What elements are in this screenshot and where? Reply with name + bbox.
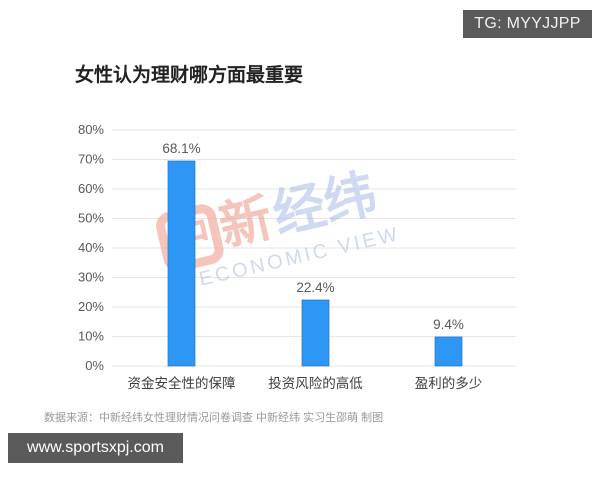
svg-text:20%: 20% — [78, 299, 104, 314]
svg-text:0%: 0% — [85, 358, 104, 373]
svg-text:盈利的多少: 盈利的多少 — [415, 375, 483, 391]
svg-text:50%: 50% — [78, 211, 104, 226]
svg-text:22.4%: 22.4% — [296, 280, 334, 295]
svg-text:68.1%: 68.1% — [162, 141, 200, 156]
svg-text:资金安全性的保障: 资金安全性的保障 — [128, 375, 236, 391]
svg-text:10%: 10% — [78, 329, 104, 344]
svg-text:新: 新 — [214, 189, 278, 257]
svg-text:60%: 60% — [78, 181, 104, 196]
svg-text:80%: 80% — [78, 122, 104, 137]
svg-text:投资风险的高低: 投资风险的高低 — [268, 375, 363, 391]
svg-text:40%: 40% — [78, 240, 104, 255]
svg-text:9.4%: 9.4% — [433, 317, 464, 332]
svg-text:70%: 70% — [78, 152, 104, 167]
svg-text:30%: 30% — [78, 270, 104, 285]
